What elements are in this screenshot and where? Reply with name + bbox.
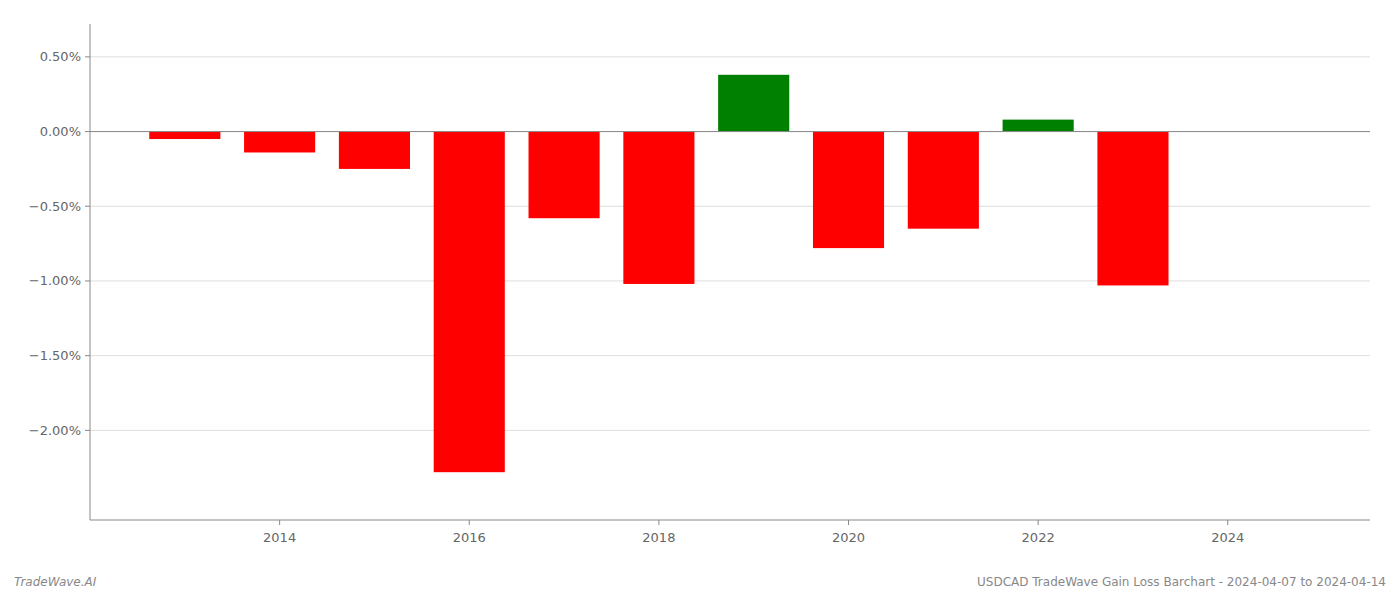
bar — [244, 132, 315, 153]
grid-line — [90, 430, 1370, 431]
x-tick-label: 2020 — [832, 530, 865, 545]
chart-container: 0.50% 0.00% −0.50% −1.00% −1.50% −2.00% 2014 20… — [0, 0, 1400, 600]
bar — [1003, 120, 1074, 132]
bar — [529, 132, 600, 219]
x-tick-label: 2018 — [642, 530, 675, 545]
y-tick — [85, 131, 90, 132]
bar — [718, 75, 789, 132]
y-tick-label: −0.50% — [29, 199, 81, 214]
axes: 0.50% 0.00% −0.50% −1.00% −1.50% −2.00% 2014 20… — [29, 24, 1370, 545]
x-axis-line — [90, 520, 1370, 521]
x-tick-label: 2024 — [1211, 530, 1244, 545]
grid-line — [90, 355, 1370, 356]
footer-left: TradeWave.AI — [14, 575, 97, 589]
x-tick — [848, 520, 849, 525]
bar — [1097, 132, 1168, 286]
bar — [339, 132, 410, 169]
x-tick — [279, 520, 280, 525]
bar — [908, 132, 979, 229]
x-tick — [1227, 520, 1228, 525]
bar — [434, 132, 505, 473]
y-tick — [85, 430, 90, 431]
y-tick — [85, 355, 90, 356]
bar — [813, 132, 884, 249]
y-tick — [85, 280, 90, 281]
y-tick-label: 0.00% — [40, 124, 81, 139]
x-tick-label: 2016 — [453, 530, 486, 545]
bar — [149, 132, 220, 139]
chart-svg: 0.50% 0.00% −0.50% −1.00% −1.50% −2.00% 2014 20… — [0, 0, 1400, 600]
grid-line — [90, 206, 1370, 207]
zero-line — [90, 131, 1370, 132]
y-tick — [85, 206, 90, 207]
x-tick — [469, 520, 470, 525]
y-tick-label: 0.50% — [40, 49, 81, 64]
y-tick — [85, 56, 90, 57]
title: USDCAD TradeWave Gain Loss Barchart - 20… — [977, 575, 1386, 589]
grid-line — [90, 56, 1370, 57]
x-tick — [658, 520, 659, 525]
y-tick-label: −1.50% — [29, 348, 81, 363]
y-axis-line — [90, 24, 91, 520]
grid — [90, 57, 1370, 430]
bars — [149, 75, 1168, 472]
grid-line — [90, 131, 1370, 132]
x-tick — [1038, 520, 1039, 525]
y-tick-label: −1.00% — [29, 273, 81, 288]
y-tick-label: −2.00% — [29, 423, 81, 438]
bar — [623, 132, 694, 284]
x-tick-label: 2014 — [263, 530, 296, 545]
x-tick-label: 2022 — [1022, 530, 1055, 545]
grid-line — [90, 280, 1370, 281]
